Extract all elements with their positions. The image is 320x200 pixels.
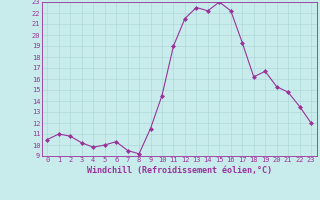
X-axis label: Windchill (Refroidissement éolien,°C): Windchill (Refroidissement éolien,°C): [87, 166, 272, 175]
